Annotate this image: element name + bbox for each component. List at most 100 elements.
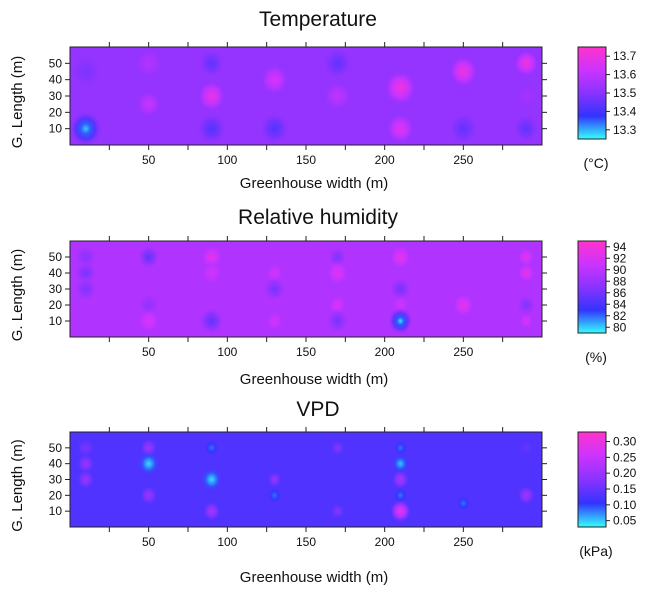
heatmap-spot — [448, 112, 478, 145]
colorbar — [577, 46, 607, 140]
colorbar-tick-label: 0.10 — [613, 498, 637, 512]
x-tick-label: 250 — [453, 153, 473, 167]
y-axis-label: G. Length (m) — [9, 56, 26, 149]
heatmap-spot — [330, 503, 345, 520]
panel-1: Temperature 50 100 150 200 250 10 20 30 40 50 Green… — [9, 8, 637, 192]
heatmap-spot — [513, 82, 539, 110]
x-tick-label: 150 — [296, 153, 316, 167]
heatmap-field — [70, 241, 542, 337]
x-axis-label: Greenhouse width (m) — [240, 371, 388, 388]
heatmap-spot — [76, 469, 95, 490]
heatmap-spot — [385, 112, 415, 145]
x-tick-label: 100 — [217, 345, 237, 359]
heatmap-spot — [393, 439, 408, 456]
colorbar-tick-label: 82 — [613, 309, 627, 323]
colorbar — [577, 431, 607, 528]
heatmap-spot — [139, 485, 158, 506]
heatmap-spot — [517, 263, 536, 283]
heatmap-spot — [204, 439, 219, 456]
x-tick-label: 150 — [296, 345, 316, 359]
colorbar-tick-label: 90 — [613, 263, 627, 277]
x-tick-label: 250 — [453, 345, 473, 359]
y-axis-label: G. Length (m) — [9, 439, 26, 532]
heatmap-spot — [139, 438, 158, 458]
heatmap-spot — [389, 499, 412, 523]
x-tick-label: 100 — [217, 153, 237, 167]
colorbar-tick-label: 80 — [613, 320, 627, 334]
heatmap-spot — [322, 80, 352, 112]
heatmap-spot — [137, 245, 160, 269]
heatmap-spot — [517, 485, 536, 506]
heatmap-spot — [391, 469, 410, 490]
heatmap-spot — [263, 277, 286, 301]
heatmap-spot — [393, 487, 408, 504]
heatmap-spot — [76, 453, 95, 474]
heatmap-spot — [517, 247, 536, 267]
y-tick-label: 10 — [49, 314, 63, 328]
colorbar-tick-label: 94 — [613, 240, 627, 254]
heatmap-spot — [70, 110, 103, 145]
heatmap-spot — [384, 70, 417, 106]
heatmap-spot — [517, 295, 536, 315]
colorbar-tick-label: 13.5 — [613, 86, 637, 100]
y-tick-label: 30 — [49, 282, 63, 296]
heatmap-spot — [326, 309, 349, 333]
y-tick-label: 30 — [49, 89, 63, 103]
heatmap-spot — [265, 311, 284, 331]
heatmap-spot — [322, 47, 352, 80]
x-axis-label: Greenhouse width (m) — [240, 569, 388, 586]
heatmap-spot — [137, 309, 160, 333]
heatmap-spot — [200, 467, 223, 492]
heatmap-field — [70, 47, 542, 145]
y-tick-label: 50 — [49, 250, 63, 264]
x-tick-label: 50 — [142, 535, 156, 549]
heatmap-spot — [448, 55, 478, 88]
heatmap-spot — [200, 261, 223, 285]
heatmap-spot — [265, 263, 284, 283]
colorbar-tick-label: 92 — [613, 251, 627, 265]
heatmap-spot — [260, 63, 290, 96]
x-tick-label: 250 — [453, 535, 473, 549]
heatmap-spot — [513, 49, 539, 78]
x-tick-label: 200 — [375, 535, 395, 549]
heatmap-spot — [387, 307, 414, 335]
colorbar-tick-label: 0.30 — [613, 435, 637, 449]
x-tick-label: 50 — [142, 153, 156, 167]
heatmap-spot — [267, 487, 282, 504]
heatmap-spot — [389, 245, 412, 269]
chart-title: Relative humidity — [238, 206, 398, 229]
heatmap-spot — [513, 114, 539, 143]
y-tick-label: 10 — [49, 504, 63, 518]
heatmap-spot — [452, 293, 475, 317]
heatmap-spot — [76, 438, 95, 458]
heatmap-spot — [519, 439, 534, 456]
colorbar-tick-label: 88 — [613, 274, 627, 288]
y-tick-label: 20 — [49, 105, 63, 119]
heatmap-spot — [326, 261, 349, 285]
colorbar-tick-label: 13.4 — [613, 104, 637, 118]
chart-title: Temperature — [259, 8, 377, 31]
y-tick-label: 40 — [49, 266, 63, 280]
colorbar-tick-label: 13.7 — [613, 49, 637, 63]
x-tick-label: 150 — [296, 535, 316, 549]
heatmap-spot — [198, 49, 225, 78]
colorbar-tick-label: 84 — [613, 297, 627, 311]
heatmap-spot — [71, 55, 101, 88]
y-tick-label: 10 — [49, 122, 63, 136]
heatmap-spot — [260, 112, 290, 145]
heatmap-spot — [391, 453, 410, 474]
heatmap-spot — [137, 451, 160, 476]
x-axis-label: Greenhouse width (m) — [240, 175, 388, 192]
heatmap-spot — [134, 47, 164, 80]
heatmap-spot — [197, 80, 227, 112]
heatmap-spot — [519, 313, 534, 329]
heatmap-spot — [330, 439, 345, 456]
colorbar-unit: (kPa) — [579, 543, 612, 559]
colorbar-tick-label: 86 — [613, 286, 627, 300]
heatmap-spot — [328, 295, 347, 315]
colorbar-tick-label: 0.15 — [613, 482, 637, 496]
x-tick-label: 200 — [375, 345, 395, 359]
y-tick-label: 40 — [49, 457, 63, 471]
